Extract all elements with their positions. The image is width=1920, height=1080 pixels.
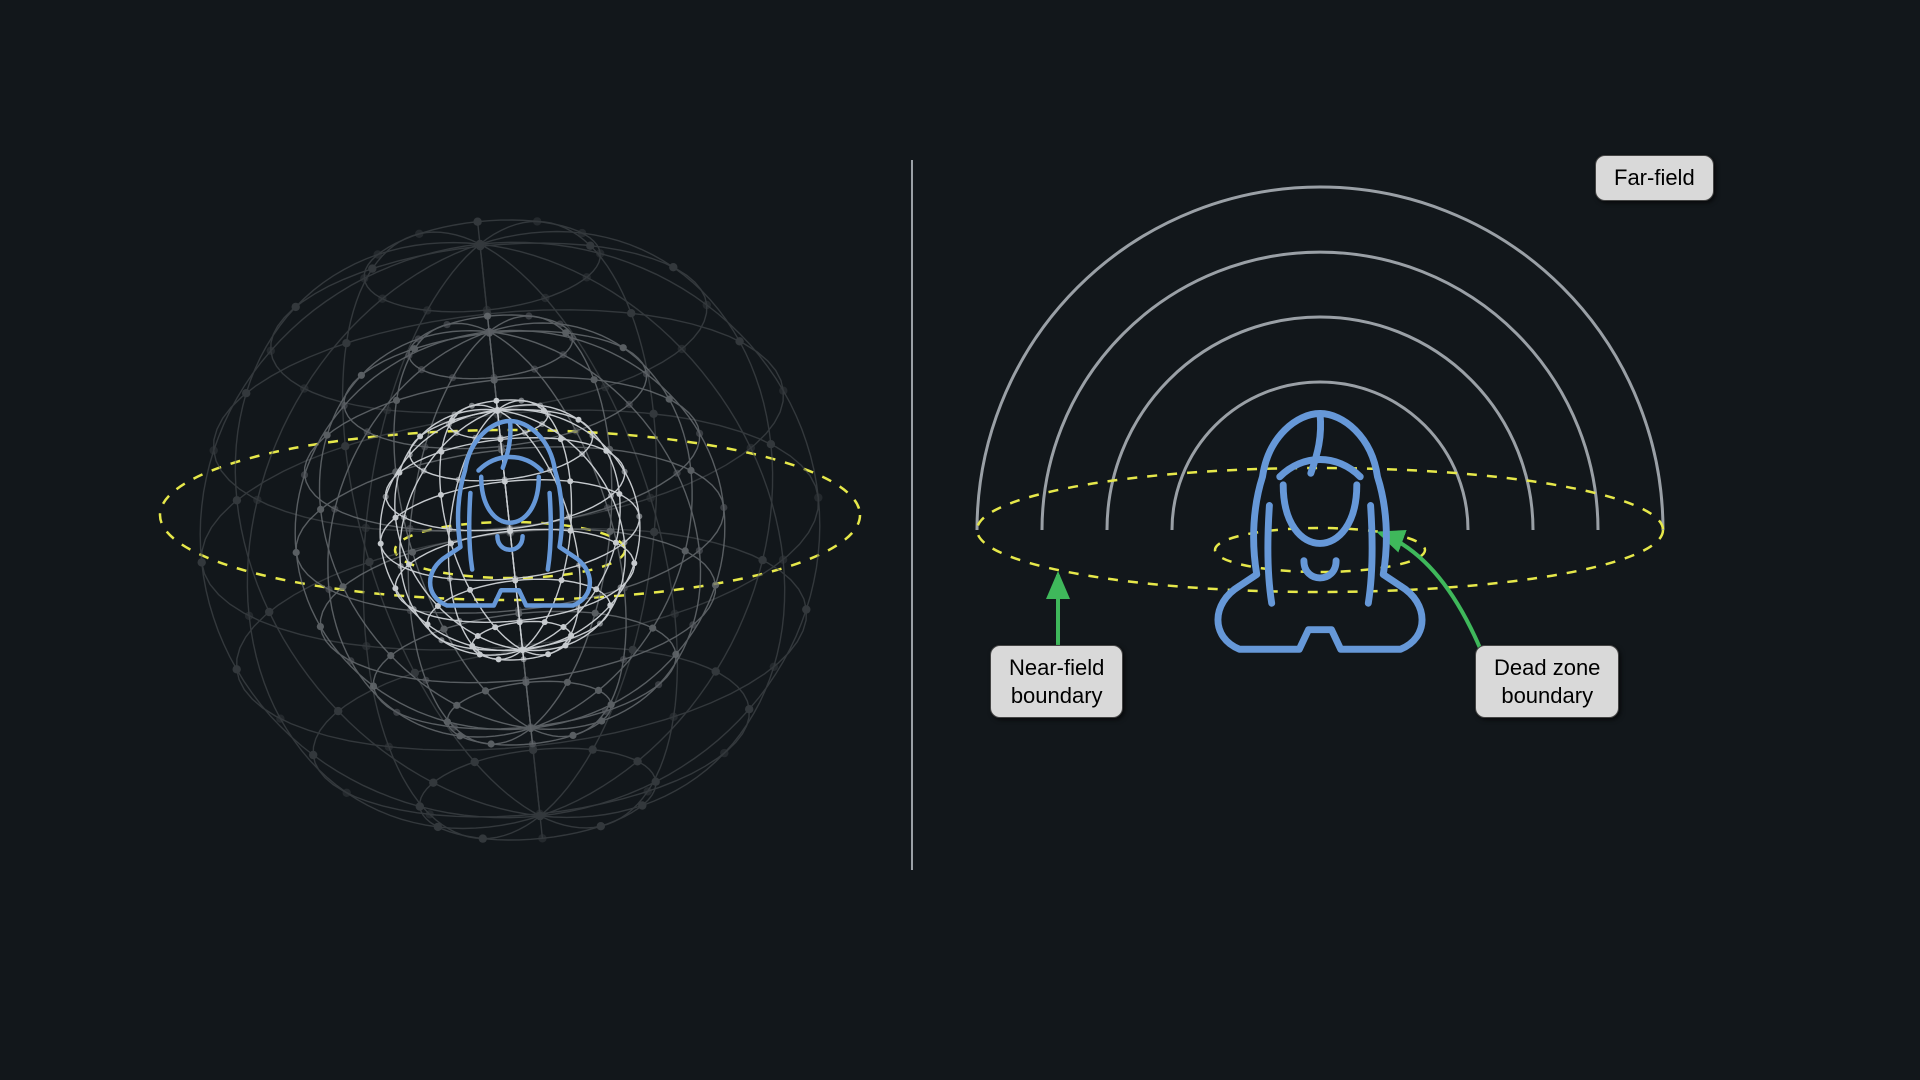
field-arc (1172, 382, 1468, 530)
field-arc (1042, 252, 1598, 530)
near-field-ellipse-right (977, 468, 1663, 592)
person-icon (1218, 414, 1422, 650)
dead-zone-boundary-label: Dead zone boundary (1475, 645, 1619, 718)
dead-zone-ellipse-right (1215, 528, 1425, 572)
field-arc (977, 187, 1663, 530)
far-field-label: Far-field (1595, 155, 1714, 201)
diagram-canvas: Far-field Near-field boundary Dead zone … (0, 0, 1920, 1080)
near-field-boundary-label: Near-field boundary (990, 645, 1123, 718)
